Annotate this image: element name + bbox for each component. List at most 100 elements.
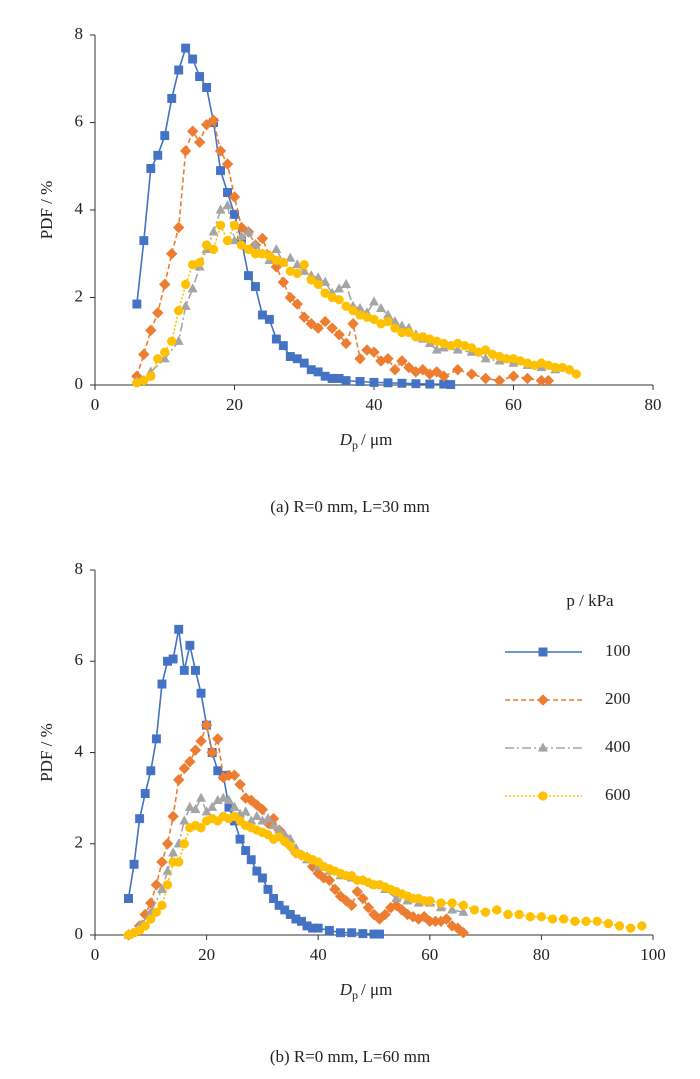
- marker: [213, 766, 223, 776]
- marker: [256, 232, 269, 245]
- marker: [160, 131, 170, 141]
- marker: [240, 806, 251, 816]
- marker: [480, 345, 491, 355]
- x-tick-label: 40: [366, 395, 383, 414]
- marker: [229, 801, 240, 811]
- marker: [537, 694, 549, 706]
- marker: [637, 921, 647, 931]
- marker: [200, 118, 213, 131]
- marker: [358, 929, 368, 939]
- marker: [201, 806, 212, 816]
- marker: [167, 336, 177, 346]
- marker: [603, 918, 614, 929]
- marker: [285, 841, 295, 851]
- y-tick-label: 0: [75, 924, 84, 943]
- marker: [193, 136, 206, 149]
- marker: [157, 900, 167, 911]
- x-label-subscript: p: [352, 438, 358, 452]
- marker: [357, 892, 369, 905]
- marker: [168, 654, 178, 664]
- marker: [446, 380, 456, 390]
- marker: [214, 145, 227, 157]
- marker: [181, 279, 191, 290]
- marker: [292, 259, 303, 269]
- marker: [430, 366, 443, 378]
- marker: [536, 912, 547, 922]
- marker: [207, 114, 220, 127]
- marker: [390, 323, 400, 333]
- marker: [313, 923, 323, 933]
- marker: [129, 859, 139, 869]
- marker: [411, 379, 421, 389]
- marker: [278, 341, 288, 351]
- legend-label: 100: [605, 641, 631, 660]
- marker: [614, 921, 625, 931]
- y-tick-label: 0: [75, 374, 84, 393]
- marker: [368, 296, 380, 306]
- marker: [221, 158, 234, 170]
- marker: [319, 315, 331, 328]
- x-axis-label: Dp / μm: [339, 980, 393, 1002]
- marker: [480, 353, 491, 363]
- marker: [174, 305, 184, 316]
- marker: [158, 278, 171, 291]
- marker: [146, 163, 156, 173]
- marker: [195, 72, 205, 82]
- marker: [207, 801, 218, 811]
- marker: [168, 847, 179, 857]
- marker: [447, 904, 458, 914]
- marker: [161, 837, 174, 850]
- marker: [228, 191, 241, 203]
- marker: [179, 815, 190, 825]
- y-tick-label: 4: [75, 199, 84, 218]
- marker: [383, 316, 393, 327]
- marker: [514, 909, 524, 920]
- marker: [146, 914, 156, 924]
- marker: [285, 252, 296, 262]
- marker: [341, 376, 351, 386]
- marker: [179, 665, 189, 675]
- marker: [284, 291, 297, 304]
- marker: [581, 916, 591, 926]
- y-tick-label: 6: [75, 650, 84, 669]
- marker: [547, 914, 558, 924]
- x-label-unit: / μm: [361, 980, 392, 999]
- series-line: [127, 722, 464, 936]
- marker: [167, 810, 179, 823]
- marker: [397, 378, 407, 388]
- marker: [132, 299, 142, 309]
- marker: [369, 377, 379, 387]
- marker: [144, 324, 157, 337]
- marker: [355, 377, 365, 386]
- y-tick-label: 8: [75, 559, 84, 578]
- marker: [256, 803, 269, 816]
- marker: [202, 83, 212, 92]
- marker: [181, 43, 191, 53]
- marker: [157, 679, 167, 689]
- marker: [274, 900, 284, 910]
- marker: [333, 328, 345, 341]
- marker: [269, 894, 279, 903]
- marker: [215, 220, 226, 230]
- marker: [153, 354, 163, 364]
- x-tick-label: 20: [226, 395, 243, 414]
- marker: [229, 220, 240, 230]
- marker: [375, 302, 387, 313]
- marker: [167, 93, 177, 103]
- marker: [507, 370, 520, 383]
- y-tick-label: 2: [75, 286, 84, 305]
- x-label-subscript: p: [352, 988, 358, 1002]
- marker: [389, 363, 401, 376]
- marker: [156, 856, 168, 868]
- marker: [291, 298, 304, 310]
- marker: [425, 896, 435, 906]
- marker: [190, 665, 200, 675]
- x-axis-label: Dp / μm: [339, 430, 393, 452]
- marker: [196, 823, 206, 833]
- x-tick-label: 40: [310, 945, 327, 964]
- marker: [354, 352, 366, 365]
- marker: [348, 305, 358, 316]
- marker: [234, 778, 246, 791]
